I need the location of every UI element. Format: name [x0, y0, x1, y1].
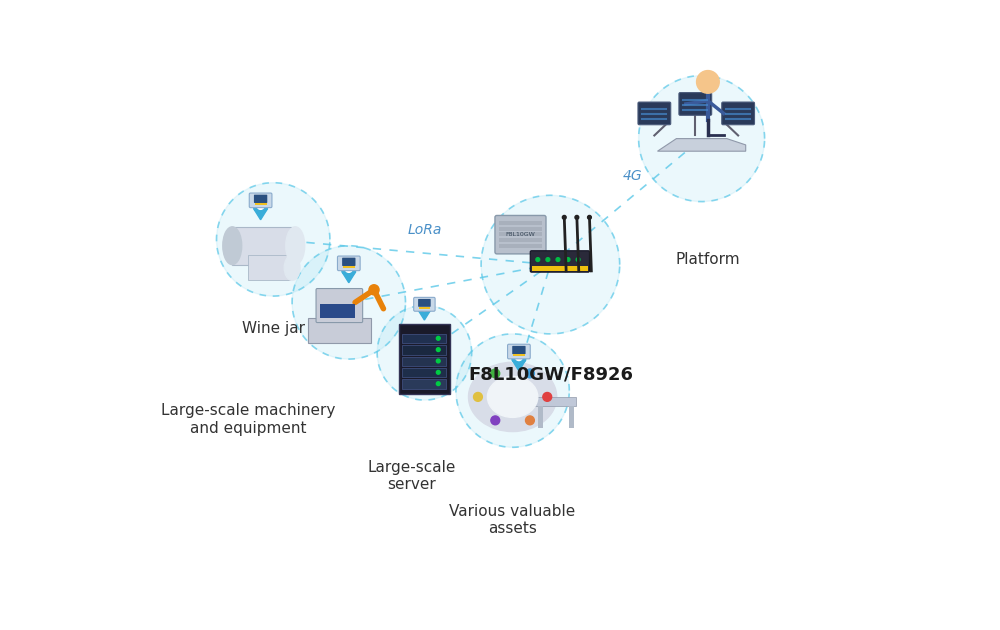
FancyBboxPatch shape	[722, 102, 755, 125]
Circle shape	[511, 349, 527, 365]
Circle shape	[562, 215, 566, 219]
Bar	[499, 232, 542, 236]
Circle shape	[456, 334, 569, 447]
FancyBboxPatch shape	[418, 299, 431, 307]
Circle shape	[697, 71, 719, 93]
Circle shape	[417, 300, 432, 315]
FancyBboxPatch shape	[638, 102, 671, 125]
Bar	[248, 255, 292, 280]
Bar	[499, 244, 542, 248]
Circle shape	[345, 265, 352, 272]
Bar	[532, 397, 576, 406]
Text: Platform: Platform	[676, 252, 740, 267]
Polygon shape	[418, 310, 431, 320]
FancyBboxPatch shape	[512, 346, 526, 354]
Circle shape	[436, 336, 440, 340]
Text: 4G: 4G	[622, 169, 642, 183]
Circle shape	[515, 353, 522, 360]
Circle shape	[491, 369, 500, 378]
Circle shape	[292, 246, 406, 359]
Circle shape	[588, 215, 591, 219]
Bar	[569, 406, 574, 428]
Circle shape	[526, 416, 534, 425]
FancyBboxPatch shape	[342, 258, 355, 266]
Ellipse shape	[223, 227, 242, 265]
Bar	[532, 266, 588, 271]
Polygon shape	[512, 360, 526, 371]
Circle shape	[252, 198, 269, 214]
Bar	[308, 318, 371, 343]
Bar	[343, 266, 355, 268]
Circle shape	[216, 183, 330, 296]
Circle shape	[369, 285, 379, 295]
Circle shape	[257, 202, 264, 209]
Bar	[399, 324, 450, 394]
Circle shape	[436, 382, 440, 386]
Circle shape	[436, 359, 440, 363]
Bar	[513, 354, 525, 356]
Bar	[402, 345, 446, 355]
Text: Various valuable
assets: Various valuable assets	[449, 504, 576, 536]
Circle shape	[575, 215, 579, 219]
FancyBboxPatch shape	[508, 344, 530, 359]
Ellipse shape	[286, 227, 305, 265]
Bar	[232, 227, 295, 265]
Ellipse shape	[284, 255, 300, 280]
Circle shape	[421, 304, 428, 311]
Bar	[538, 406, 543, 428]
FancyBboxPatch shape	[254, 195, 267, 203]
Text: F8L10GW/F8926: F8L10GW/F8926	[468, 365, 633, 384]
FancyBboxPatch shape	[414, 297, 435, 311]
Bar	[402, 334, 446, 343]
Bar	[402, 357, 446, 366]
Text: Large-scale machinery
and equipment: Large-scale machinery and equipment	[161, 403, 335, 435]
Bar	[499, 227, 542, 231]
FancyBboxPatch shape	[337, 256, 360, 271]
Circle shape	[436, 348, 440, 352]
Circle shape	[474, 392, 482, 401]
Circle shape	[377, 306, 472, 400]
Polygon shape	[254, 209, 268, 220]
Polygon shape	[342, 272, 356, 283]
Circle shape	[481, 195, 620, 334]
Circle shape	[436, 370, 440, 374]
FancyBboxPatch shape	[316, 289, 363, 323]
FancyBboxPatch shape	[679, 93, 712, 115]
Bar	[402, 368, 446, 377]
Bar	[499, 221, 542, 225]
Circle shape	[536, 258, 540, 261]
Circle shape	[491, 416, 500, 425]
Text: F8L10GW: F8L10GW	[505, 232, 535, 237]
Bar	[499, 238, 542, 242]
Circle shape	[566, 258, 570, 261]
Text: LoRa: LoRa	[407, 223, 442, 237]
Circle shape	[543, 392, 552, 401]
Circle shape	[556, 258, 560, 261]
FancyBboxPatch shape	[249, 193, 272, 208]
Text: Large-scale
server: Large-scale server	[368, 460, 456, 492]
Ellipse shape	[468, 362, 557, 432]
Polygon shape	[658, 139, 746, 151]
Bar	[402, 379, 446, 389]
Circle shape	[576, 258, 580, 261]
Bar	[255, 203, 267, 205]
FancyBboxPatch shape	[530, 251, 589, 272]
FancyBboxPatch shape	[495, 215, 546, 254]
Bar	[320, 304, 355, 318]
Circle shape	[639, 76, 765, 202]
Bar	[419, 307, 430, 309]
Circle shape	[526, 369, 534, 378]
Text: Wine jar: Wine jar	[242, 321, 305, 336]
Ellipse shape	[487, 377, 538, 417]
Circle shape	[340, 261, 357, 277]
Circle shape	[546, 258, 550, 261]
